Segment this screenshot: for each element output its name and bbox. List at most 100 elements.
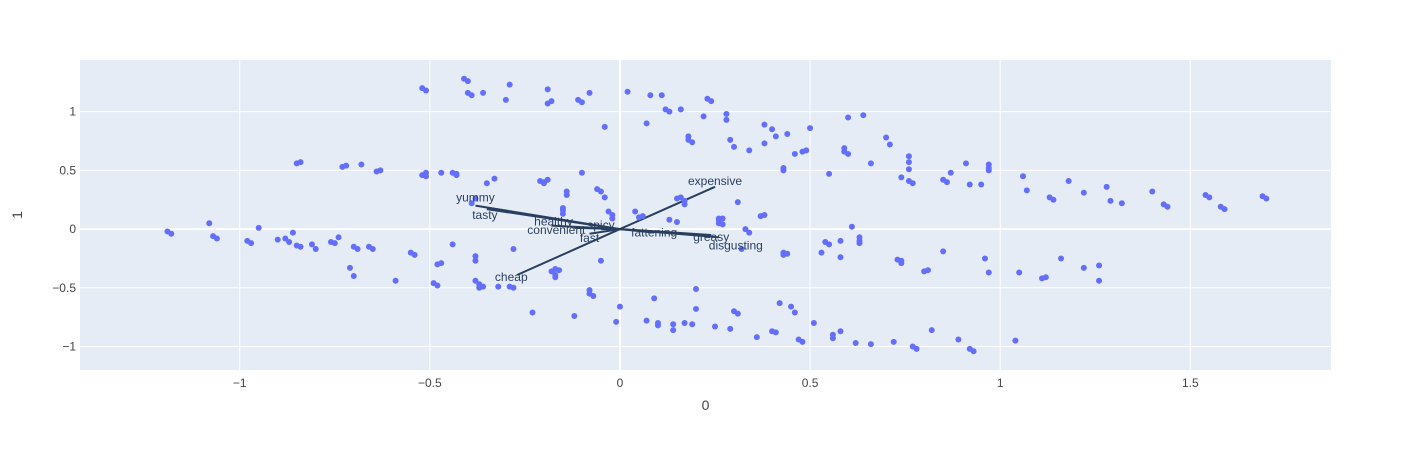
data-point <box>1096 262 1103 269</box>
data-point <box>464 78 471 85</box>
data-point <box>472 257 479 264</box>
vector-label-healthy: healthy <box>534 215 573 229</box>
data-point <box>962 160 969 167</box>
data-point <box>883 134 890 141</box>
data-point <box>803 147 810 154</box>
data-point <box>597 188 604 195</box>
data-point <box>423 173 430 180</box>
vector-label-disgusting: disgusting <box>709 238 763 252</box>
vector-label-fast: fast <box>580 231 600 245</box>
data-point <box>708 98 715 105</box>
data-point <box>898 257 905 264</box>
data-point <box>255 224 262 231</box>
x-tick-label: 0.5 <box>802 376 819 390</box>
data-point <box>350 273 357 280</box>
data-point <box>1221 206 1228 213</box>
data-point <box>601 194 608 201</box>
data-point <box>1016 269 1023 276</box>
data-point <box>605 208 612 215</box>
data-point <box>689 139 696 146</box>
data-point <box>1118 200 1125 207</box>
data-point <box>746 229 753 236</box>
data-point <box>670 321 677 328</box>
data-point <box>491 175 498 182</box>
data-point <box>540 180 547 187</box>
y-axis-title: 1 <box>9 211 25 219</box>
vector-label-expensive: expensive <box>688 174 742 188</box>
data-point <box>578 99 585 106</box>
y-tick-label: −1 <box>62 340 76 354</box>
data-point <box>609 215 616 222</box>
data-point <box>837 254 844 261</box>
data-point <box>807 125 814 132</box>
data-point <box>673 219 680 226</box>
y-tick-label: 1 <box>69 105 76 119</box>
data-point <box>867 160 874 167</box>
data-point <box>966 181 973 188</box>
data-point <box>438 169 445 176</box>
data-point <box>639 213 646 220</box>
data-point <box>848 223 855 230</box>
data-point <box>856 234 863 241</box>
data-point <box>947 169 954 176</box>
data-point <box>723 116 730 123</box>
data-point <box>943 179 950 186</box>
vector-label-greasy: greasy <box>693 230 729 244</box>
data-point <box>1263 195 1270 202</box>
data-point <box>483 180 490 187</box>
data-point <box>670 327 677 334</box>
data-point <box>837 328 844 335</box>
data-point <box>677 106 684 113</box>
data-point <box>335 234 342 241</box>
data-point <box>734 199 741 206</box>
data-point <box>213 235 220 242</box>
data-point <box>905 153 912 160</box>
data-point <box>624 88 631 95</box>
data-point <box>331 240 338 247</box>
vector-label-yummy: yummy <box>456 191 495 205</box>
data-point <box>1149 188 1156 195</box>
data-point <box>559 204 566 211</box>
data-point <box>761 121 768 128</box>
data-point <box>692 285 699 292</box>
data-point <box>829 335 836 342</box>
data-point <box>369 246 376 253</box>
data-point <box>924 267 931 274</box>
data-point <box>1107 197 1114 204</box>
data-point <box>548 98 555 105</box>
data-point <box>506 81 513 88</box>
data-point <box>480 89 487 96</box>
loading-vectors <box>475 185 719 276</box>
data-point <box>791 309 798 316</box>
data-point <box>772 133 779 140</box>
vector-label-convenient: convenient <box>527 223 586 237</box>
data-point <box>472 277 479 284</box>
data-point <box>308 241 315 248</box>
data-point <box>1080 189 1087 196</box>
data-point <box>651 295 658 302</box>
data-point <box>856 240 863 247</box>
data-point <box>453 170 460 177</box>
data-point <box>274 236 281 243</box>
data-point <box>1096 277 1103 284</box>
data-point <box>346 264 353 271</box>
axis-ticks: −1 −0.5 0 0.5 1 1.5 −1 −0.5 0 0.5 1 <box>52 105 1199 390</box>
data-point <box>784 250 791 257</box>
y-tick-label: 0.5 <box>59 163 76 177</box>
data-point <box>1103 183 1110 190</box>
data-point <box>1206 194 1213 201</box>
data-point <box>632 208 639 215</box>
data-point <box>799 338 806 345</box>
data-point <box>1050 196 1057 203</box>
data-point <box>168 230 175 237</box>
vector-label-tasty: tasty <box>472 208 497 222</box>
data-point <box>411 251 418 258</box>
data-point <box>738 246 745 253</box>
data-point <box>544 86 551 93</box>
data-point <box>343 162 350 169</box>
data-point <box>845 114 852 121</box>
data-point <box>898 174 905 181</box>
data-point <box>746 147 753 154</box>
